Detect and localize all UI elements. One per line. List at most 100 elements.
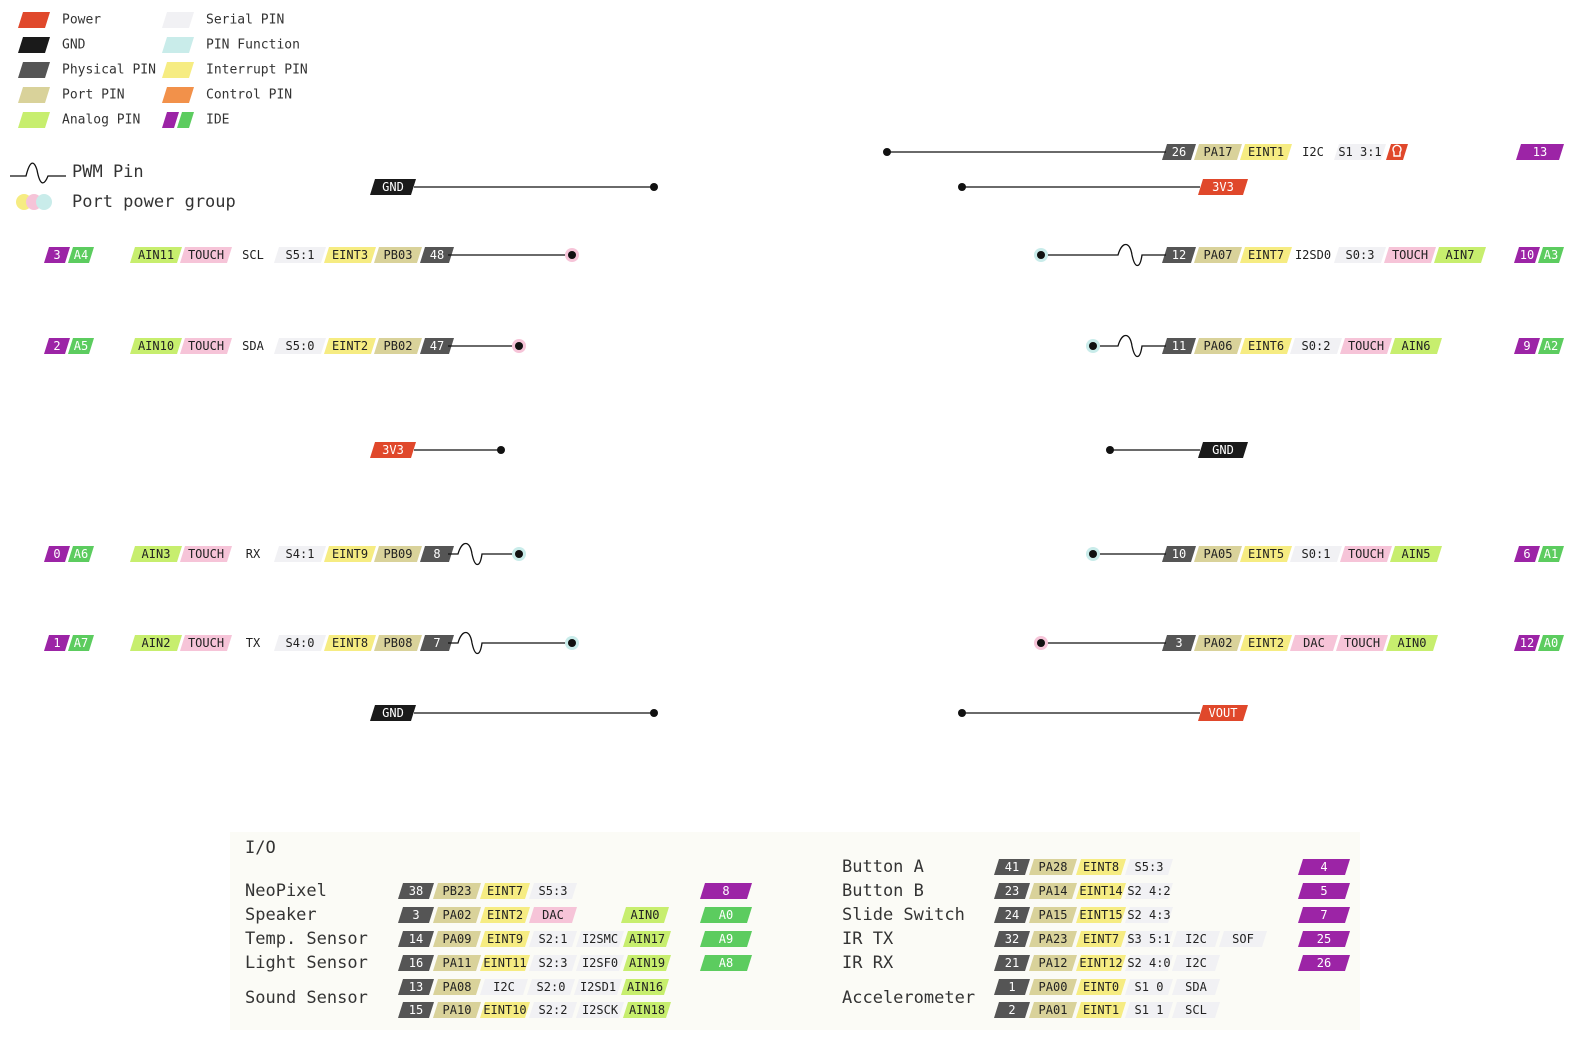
port-cell-bg — [1029, 907, 1077, 923]
legend-label: PIN Function — [206, 38, 300, 53]
ide_green-cell: A7 — [74, 636, 88, 650]
interrupt-cell-bg — [1076, 931, 1126, 947]
ide-purple-cell-bg — [1514, 247, 1540, 263]
physical-cell: 16 — [409, 956, 423, 970]
serial-cell-bg — [274, 247, 326, 263]
physical-cell: 32 — [1005, 932, 1019, 946]
legend-label: Power — [62, 13, 101, 28]
interrupt-cell: EINT10 — [483, 1003, 526, 1017]
analog-cell-bg — [1386, 635, 1438, 651]
interrupt-cell: EINT7 — [1248, 248, 1284, 262]
analog-cell: AIN16 — [627, 980, 663, 994]
gnd-bg — [370, 705, 416, 721]
legend-swatch — [18, 12, 50, 28]
physical-cell-bg — [994, 931, 1030, 947]
power-bg — [1198, 179, 1248, 195]
port-cell: PA05 — [1204, 547, 1233, 561]
legend-swatch — [162, 12, 194, 28]
serial-cell-bg — [1334, 144, 1386, 160]
ide_green-cell: A9 — [719, 932, 733, 946]
serial-cell-bg — [1125, 979, 1173, 995]
power-label: 3V3 — [382, 443, 404, 457]
serial-cell: I2SMC — [582, 932, 618, 946]
led-icon — [1392, 144, 1402, 157]
serial-cell-bg — [529, 1002, 577, 1018]
serial-cell: S4:0 — [286, 636, 315, 650]
touch-cell-bg — [180, 546, 232, 562]
left-pin-row: 0 A6 AIN3 TOUCH RX S4:1 EINT9 PB09 8 — [44, 542, 526, 566]
interrupt-cell: EINT7 — [1083, 932, 1119, 946]
pwm-line — [1093, 334, 1166, 358]
serial-cell-bg — [574, 979, 622, 995]
ide-purple-cell-bg — [1514, 635, 1540, 651]
serial-cell: S2:0 — [537, 980, 566, 994]
physical-cell-bg — [398, 931, 434, 947]
legend-label: Control PIN — [206, 88, 292, 103]
analog-cell: AIN18 — [629, 1003, 665, 1017]
interrupt-cell-bg — [1240, 546, 1292, 562]
interrupt-cell: EINT14 — [1079, 884, 1122, 898]
left-pin-row: 3V3 — [370, 442, 505, 458]
ide_green-cell-bg — [68, 338, 94, 354]
interrupt-cell-bg — [480, 955, 530, 971]
left-header-pins: GND 3 A4 AIN11 TOUCH SCL S5:1 EINT3 PB03 48 2 A5 AIN… — [44, 179, 658, 721]
io-device: IR RX 21 PA12 EINT12 S2 4:0 I2C 26 — [842, 953, 1350, 973]
port-cell: PA15 — [1039, 908, 1068, 922]
ide-green-cell-bg — [1538, 247, 1564, 263]
physical-cell: 15 — [409, 1003, 423, 1017]
ide_purple-cell: 2 — [53, 339, 60, 353]
physical-cell-bg — [994, 1002, 1030, 1018]
serial-cell-bg — [1334, 247, 1386, 263]
ide_purple-cell-bg — [700, 883, 752, 899]
port-cell: PB03 — [384, 248, 413, 262]
analog-cell-bg — [130, 338, 182, 354]
serial-cell-bg — [1125, 907, 1173, 923]
touch-cell-bg — [180, 338, 232, 354]
physical-cell: 13 — [409, 980, 423, 994]
ide_purple-cell: 5 — [1320, 884, 1327, 898]
physical-cell: 21 — [1005, 956, 1019, 970]
touch-cell: TOUCH — [1348, 547, 1384, 561]
port-cell-bg — [1029, 859, 1077, 875]
pwm-wave-icon — [10, 162, 66, 184]
interrupt-cell-bg — [324, 546, 376, 562]
physical-cell: 7 — [433, 636, 440, 650]
analog-cell: AIN2 — [142, 636, 171, 650]
serial-cell: S2 4:0 — [1127, 956, 1170, 970]
interrupt-cell: EINT2 — [487, 908, 523, 922]
port-cell-bg — [374, 338, 422, 354]
text-cell: SCL — [242, 248, 264, 262]
io-device: Temp. Sensor 14 PA09 EINT9 S2:1 I2SMC AIN17 A9 — [245, 929, 752, 949]
serial-cell-bg — [480, 979, 528, 995]
serial-cell: I2SD1 — [580, 980, 616, 994]
physical-cell-bg — [398, 979, 434, 995]
port-cell: PA12 — [1039, 956, 1068, 970]
serial-cell-bg — [1290, 546, 1342, 562]
gnd-bg — [1198, 442, 1248, 458]
serial-cell: S1 1 — [1135, 1003, 1164, 1017]
port-cell-bg — [1194, 635, 1242, 651]
physical-cell-bg — [994, 883, 1030, 899]
interrupt-cell-bg — [1240, 635, 1292, 651]
legend-item: Power — [18, 12, 101, 28]
ide_green-cell: A4 — [74, 248, 88, 262]
interrupt-cell: EINT8 — [1083, 860, 1119, 874]
serial-cell: S2 4:3 — [1127, 908, 1170, 922]
left-pin-row: 3 A4 AIN11 TOUCH SCL S5:1 EINT3 PB03 48 — [44, 247, 579, 263]
legend: Power GND Physical PIN Port PIN Analog PIN Se… — [10, 12, 308, 212]
interrupt-cell-bg — [1076, 859, 1126, 875]
legend-label: Interrupt PIN — [206, 63, 308, 78]
interrupt-cell: EINT3 — [332, 248, 368, 262]
power-bg — [1198, 705, 1248, 721]
physical-cell: 47 — [430, 339, 444, 353]
analog-cell-bg — [1434, 247, 1486, 263]
io-device-name: IR TX — [842, 929, 894, 949]
io-device-name: IR RX — [842, 953, 894, 973]
interrupt-cell-bg — [1076, 979, 1126, 995]
serial-cell-bg — [576, 1002, 624, 1018]
interrupt-cell-bg — [480, 883, 530, 899]
port-cell-bg — [1194, 338, 1242, 354]
physical-cell-bg — [420, 247, 454, 263]
physical-cell: 48 — [430, 248, 444, 262]
touch-cell: TOUCH — [188, 339, 224, 353]
